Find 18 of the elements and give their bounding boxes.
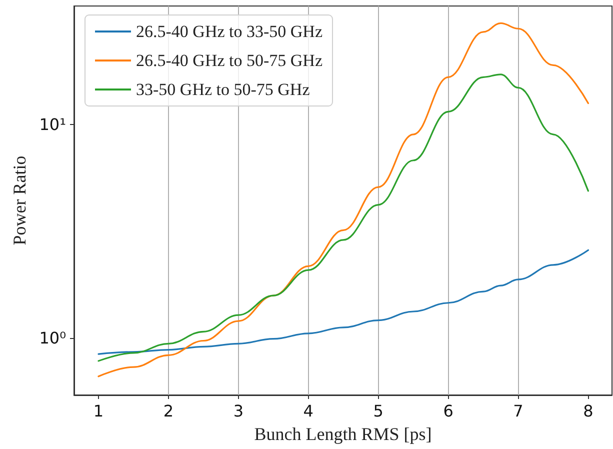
y-axis-title: Power Ratio — [9, 156, 30, 246]
y-tick-label: 10¹ — [39, 115, 66, 134]
line-series — [98, 249, 590, 355]
x-tick-label: 5 — [373, 402, 384, 420]
x-tick-label: 3 — [233, 402, 244, 420]
legend-label: 26.5-40 GHz to 33-50 GHz — [136, 22, 323, 41]
y-tick-label: 10⁰ — [39, 328, 66, 348]
x-tick-label: 8 — [583, 402, 594, 420]
x-axis-title: Bunch Length RMS [ps] — [254, 424, 432, 444]
line-series — [98, 74, 590, 362]
x-tick-label: 4 — [303, 402, 314, 420]
x-tick-label: 7 — [513, 402, 524, 420]
line-series — [98, 22, 590, 378]
legend-label: 26.5-40 GHz to 50-75 GHz — [136, 51, 323, 70]
x-tick-label: 1 — [93, 402, 104, 420]
legend-label: 33-50 GHz to 50-75 GHz — [136, 80, 310, 99]
x-tick-label: 2 — [163, 402, 174, 420]
x-tick-label: 6 — [443, 402, 454, 420]
